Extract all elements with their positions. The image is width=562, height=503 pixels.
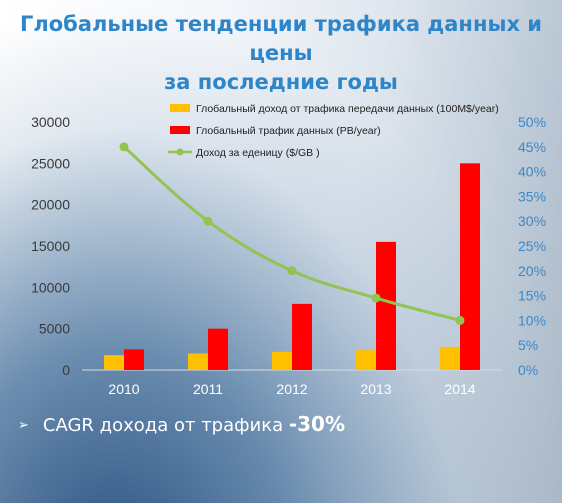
y-right-tick-label: 40% <box>518 164 546 180</box>
arrow-bullet-icon: ➢ <box>18 418 29 433</box>
x-tick-label: 2010 <box>108 381 139 397</box>
legend-label: Доход за еденицу ($/GB ) <box>196 147 320 159</box>
bar-revenue <box>440 346 460 370</box>
y-left-tick-label: 20000 <box>31 197 70 213</box>
cagr-bullet: ➢ CAGR дохода от трафика -30% <box>18 412 345 436</box>
bar-traffic <box>208 328 228 370</box>
y-right-tick-label: 20% <box>518 263 546 279</box>
title-line-2: за последние годы <box>164 70 398 94</box>
bar-revenue <box>188 353 208 370</box>
price-point <box>287 266 297 276</box>
price-point <box>119 142 129 152</box>
y-right-tick-label: 50% <box>518 114 546 130</box>
y-left-tick-label: 5000 <box>39 321 70 337</box>
y-left-tick-label: 25000 <box>31 155 70 171</box>
y-right-tick-label: 30% <box>518 213 546 229</box>
legend-swatch-marker <box>176 148 184 156</box>
price-point <box>455 315 465 325</box>
price-line <box>123 145 461 322</box>
bar-revenue <box>356 350 376 370</box>
x-tick-label: 2012 <box>276 381 307 397</box>
cagr-value: -30% <box>288 412 346 436</box>
legend-swatch <box>170 104 190 112</box>
y-right-tick-label: 25% <box>518 238 546 254</box>
price-point <box>203 216 213 226</box>
bar-revenue <box>272 351 292 370</box>
y-left-tick-label: 0 <box>62 362 70 378</box>
price-point <box>371 293 381 303</box>
y-right-tick-label: 15% <box>518 288 546 304</box>
legend-label: Глобальный доход от трафика передачи дан… <box>196 103 499 115</box>
bar-traffic <box>460 163 480 370</box>
bar-traffic <box>292 303 312 370</box>
bar-traffic <box>376 241 396 370</box>
title-line-1: Глобальные тенденции трафика данных и це… <box>19 12 543 65</box>
y-right-tick-label: 0% <box>518 362 538 378</box>
y-right-tick-label: 10% <box>518 312 546 328</box>
y-left-tick-label: 10000 <box>31 279 70 295</box>
y-right-tick-label: 35% <box>518 188 546 204</box>
x-tick-label: 2011 <box>193 381 223 397</box>
x-tick-label: 2014 <box>444 381 475 397</box>
slide-title: Глобальные тенденции трафика данных и це… <box>0 10 562 97</box>
y-left-tick-label: 30000 <box>31 114 70 130</box>
bar-traffic <box>124 349 144 370</box>
y-right-tick-label: 45% <box>518 139 546 155</box>
bar-revenue <box>104 355 124 370</box>
y-left-tick-label: 15000 <box>31 238 70 254</box>
cagr-text: CAGR дохода от трафика <box>42 415 289 436</box>
x-tick-label: 2013 <box>360 381 391 397</box>
legend-label: Глобальный трафик данных (PB/year) <box>196 125 381 137</box>
y-right-tick-label: 5% <box>518 337 538 353</box>
legend-swatch <box>170 126 190 134</box>
